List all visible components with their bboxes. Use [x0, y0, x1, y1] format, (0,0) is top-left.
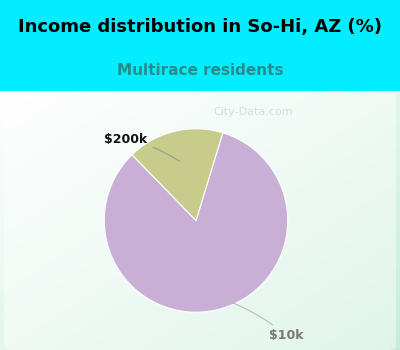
Text: $200k: $200k [104, 133, 180, 161]
Text: Multirace residents: Multirace residents [117, 63, 283, 78]
Wedge shape [132, 129, 223, 220]
Text: $10k: $10k [217, 297, 304, 342]
Wedge shape [104, 133, 288, 312]
Text: Income distribution in So-Hi, AZ (%): Income distribution in So-Hi, AZ (%) [18, 18, 382, 36]
FancyBboxPatch shape [4, 93, 396, 350]
Text: City-Data.com: City-Data.com [213, 107, 293, 117]
